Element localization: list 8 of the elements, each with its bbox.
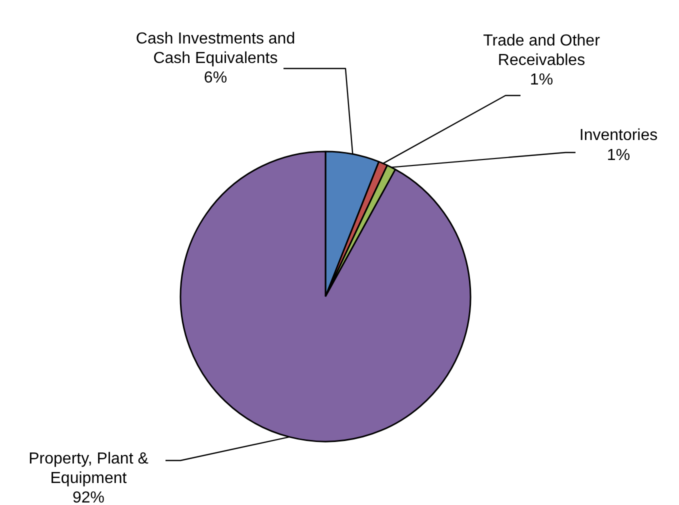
data-label: 92% [72,490,105,505]
slice-label: Property, Plant & Equipment [28,450,149,487]
data-label: 1% [606,146,630,164]
slice-label: Trade and Other Receivables [483,32,601,69]
slice-label: Inventories [579,127,658,144]
data-label: 1% [530,72,554,89]
slice-label: Cash Investments and Cash Equivalents [136,30,296,67]
data-label: 6% [204,70,228,87]
